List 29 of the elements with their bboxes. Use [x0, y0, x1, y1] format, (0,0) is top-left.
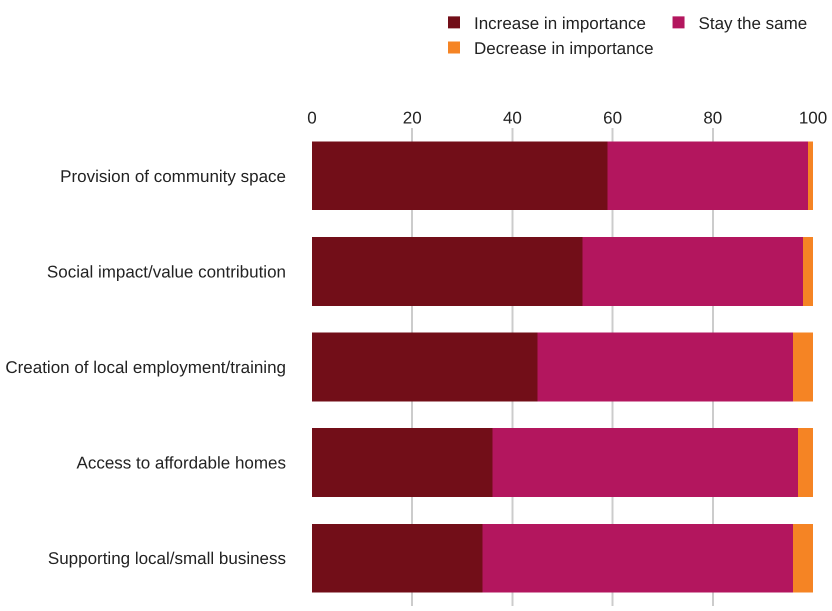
y-tick-label: Supporting local/small business — [48, 549, 286, 568]
bar — [537, 332, 793, 402]
bar — [802, 236, 813, 306]
x-tick-label: 20 — [402, 108, 422, 128]
legend-label: Decrease in importance — [474, 39, 654, 58]
legend-label: Stay the same — [698, 14, 808, 34]
x-tick-label: 40 — [502, 108, 522, 128]
bar — [312, 236, 583, 306]
y-tick-label: Provision of community space — [60, 166, 286, 186]
bar — [792, 332, 813, 402]
bar — [312, 332, 538, 402]
x-tick-label: 100 — [798, 108, 828, 128]
bar — [808, 141, 813, 210]
bar — [798, 428, 813, 498]
bar — [312, 428, 492, 498]
bar — [582, 236, 803, 306]
y-tick-label: Social impact/value contribution — [46, 262, 286, 282]
bar — [492, 428, 798, 498]
bar — [312, 141, 608, 210]
y-tick-label: Creation of local employment/training — [5, 358, 286, 377]
legend-label: Increase in importance — [474, 14, 646, 34]
x-tick-label: 80 — [703, 108, 722, 128]
x-tick-label: 60 — [603, 108, 622, 128]
x-tick-label: 0 — [307, 108, 317, 128]
y-tick-label: Access to affordable homes — [76, 454, 286, 473]
bar — [312, 524, 482, 593]
bar — [608, 141, 808, 210]
bar — [792, 524, 813, 593]
bar — [482, 524, 793, 593]
